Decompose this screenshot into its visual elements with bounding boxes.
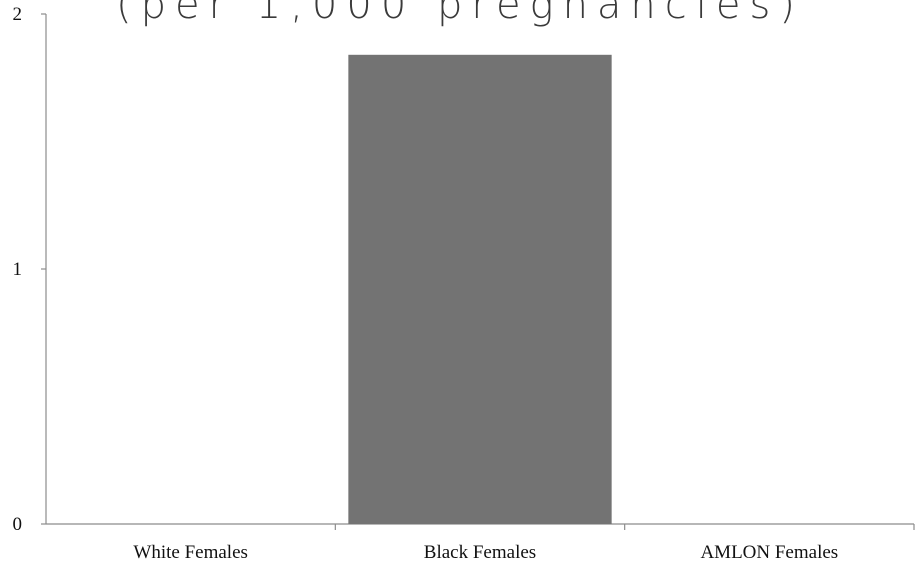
y-tick-label: 1 xyxy=(13,259,23,280)
x-category-label: AMLON Females xyxy=(700,542,838,563)
y-tick-label: 2 xyxy=(13,4,23,25)
x-category-label: Black Females xyxy=(424,542,536,563)
bar-black-females xyxy=(348,54,612,525)
chart-subtitle: (per 1,000 pregnancies) xyxy=(116,0,804,28)
x-category-label: White Females xyxy=(133,542,248,563)
y-tick-label: 0 xyxy=(13,514,23,535)
